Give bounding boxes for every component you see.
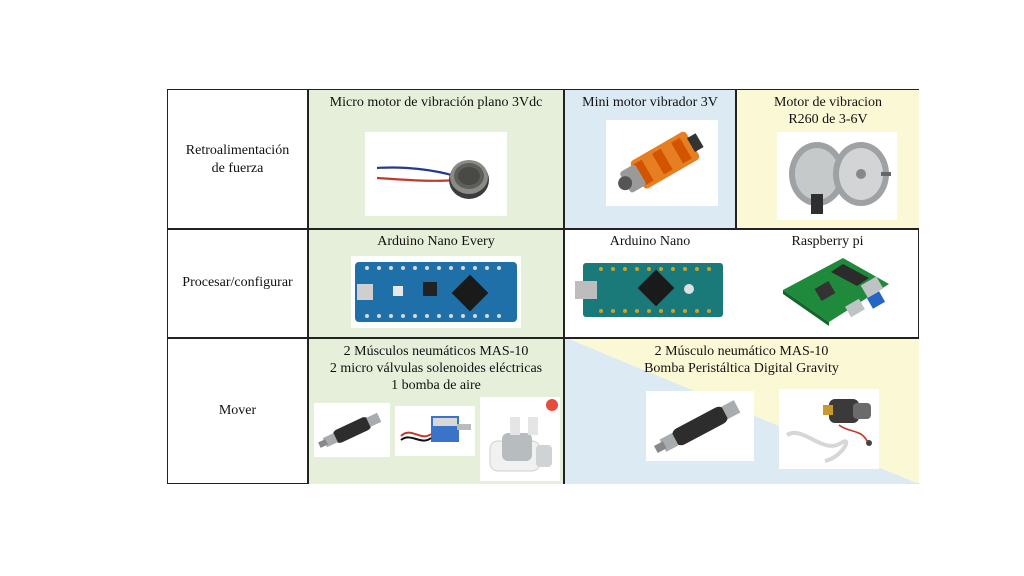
cell-title: Raspberry pi <box>791 234 864 249</box>
mini-vibrator-motor-image <box>606 120 718 206</box>
coin-vibration-motor-image <box>365 132 507 216</box>
pneumatic-muscle-image <box>314 403 390 457</box>
cell-title: 2 Músculo neumático MAS-10 Bomba Peristá… <box>644 344 839 376</box>
cell-title: Arduino Nano <box>609 234 691 249</box>
cell-title: Mini motor vibrador 3V <box>582 95 718 110</box>
peristaltic-pump-image <box>779 389 879 469</box>
row-label-move: Mover <box>218 402 257 418</box>
arduino-nano-board-image <box>571 253 735 327</box>
cell-title: Micro motor de vibración plano 3Vdc <box>329 95 543 110</box>
raspberry-pi-board-image <box>777 250 893 332</box>
pneumatic-muscle-image <box>646 391 754 461</box>
row-label-process: Procesar/configurar <box>182 275 293 290</box>
cell-title: 2 Músculos neumáticos MAS-10 2 micro vál… <box>329 344 543 393</box>
cell-title: Arduino Nano Every <box>377 234 495 249</box>
air-pump-image <box>480 397 560 481</box>
r260-motors-image <box>777 132 897 220</box>
solenoid-valve-image <box>395 406 475 456</box>
cell-title: Motor de vibracion R260 de 3-6V <box>773 95 883 127</box>
components-table: Retroalimentación de fuerza Procesar/con… <box>167 89 919 484</box>
row-label-feedback: Retroalimentación de fuerza <box>185 142 290 176</box>
arduino-nano-every-board-image <box>351 256 521 328</box>
